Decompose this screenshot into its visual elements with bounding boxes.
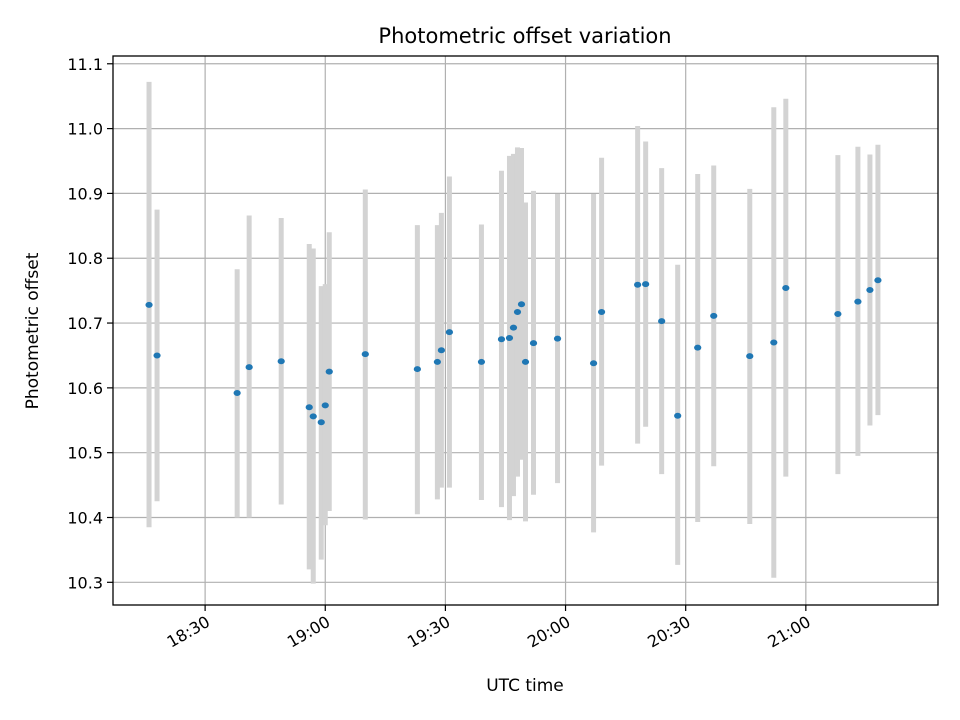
data-point — [305, 404, 313, 411]
data-point — [445, 329, 454, 336]
data-point — [746, 353, 754, 360]
data-point — [517, 301, 526, 308]
data-point — [233, 390, 241, 397]
y-tick-label: 10.7 — [67, 314, 103, 333]
data-point — [710, 312, 718, 319]
data-point — [589, 360, 598, 367]
data-point — [854, 298, 862, 305]
data-point — [509, 324, 518, 331]
data-point — [361, 351, 369, 358]
data-point — [413, 366, 421, 373]
data-point — [317, 419, 325, 426]
data-point — [513, 309, 522, 316]
y-axis-label: Photometric offset — [23, 252, 43, 409]
data-point — [521, 358, 530, 365]
x-axis-label: UTC time — [486, 676, 564, 696]
data-point — [770, 339, 778, 346]
plot-frame — [112, 55, 939, 606]
data-point — [433, 358, 441, 365]
data-point — [309, 413, 317, 420]
data-points — [145, 277, 882, 426]
data-point — [874, 277, 882, 284]
y-tick-label: 10.6 — [67, 379, 103, 398]
data-point — [529, 340, 538, 347]
data-point — [437, 347, 445, 354]
data-point — [866, 286, 874, 293]
data-point — [553, 335, 562, 342]
data-point — [145, 301, 153, 308]
y-tick-label: 10.5 — [67, 444, 103, 463]
data-point — [477, 358, 486, 365]
data-point — [658, 318, 666, 325]
data-point — [834, 310, 842, 317]
data-point — [277, 358, 285, 365]
data-point — [497, 336, 506, 343]
data-point — [642, 281, 650, 288]
y-tick-label: 10.8 — [67, 249, 103, 268]
data-point — [505, 334, 514, 341]
data-point — [694, 344, 702, 351]
data-point — [597, 309, 606, 316]
data-point — [325, 368, 333, 375]
data-point — [245, 364, 253, 371]
chart-title: Photometric offset variation — [378, 24, 671, 48]
y-tick-label: 10.4 — [67, 508, 103, 527]
y-tick-label: 11.1 — [67, 55, 103, 74]
data-point — [782, 285, 790, 292]
y-tick-label: 10.9 — [67, 184, 103, 203]
data-point — [321, 402, 329, 409]
y-tick-label: 10.3 — [67, 573, 103, 592]
data-point — [674, 412, 682, 419]
y-tick-label: 11.0 — [67, 120, 103, 139]
data-point — [634, 281, 642, 288]
data-point — [153, 352, 161, 359]
